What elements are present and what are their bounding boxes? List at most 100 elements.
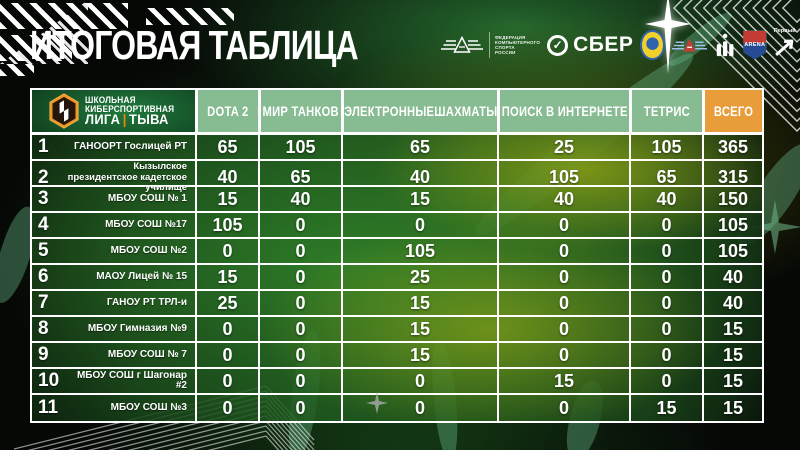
rank-number: 3: [38, 188, 49, 209]
rank-number: 1: [38, 136, 49, 157]
score-cell-tanks: 0: [258, 291, 341, 315]
school-cell: 2 Кызылское президентское кадетское учил…: [32, 161, 195, 195]
score-cell-search: 25: [497, 135, 629, 159]
score-cell-chess: 0: [341, 213, 497, 237]
score-cell-chess: 15: [341, 317, 497, 341]
score-cell-dota2: 0: [195, 239, 258, 263]
score-cell-search: 0: [497, 265, 629, 289]
table-header: ШКОЛЬНАЯ КИБЕРСПОРТИВНАЯ ЛИГА | ТЫВА DOT…: [32, 90, 762, 135]
school-name: ГАНОУ РТ ТРЛ-и: [106, 296, 187, 308]
score-cell-tetris: 65: [629, 161, 702, 195]
score-cell-search: 0: [497, 291, 629, 315]
league-line1: ШКОЛЬНАЯ: [84, 94, 136, 105]
sber-label: СБЕР: [573, 33, 634, 56]
league-hex-badge-icon: [48, 93, 79, 129]
total-cell: 40: [702, 291, 762, 315]
score-cell-tanks: 0: [258, 213, 341, 237]
total-cell: 150: [702, 187, 762, 211]
sparkle-star-icon: [748, 200, 800, 254]
check-circle-icon: ✓: [547, 34, 569, 56]
score-cell-tanks: 0: [258, 317, 341, 341]
score-cell-search: 15: [497, 369, 629, 393]
total-cell: 15: [702, 343, 762, 367]
pervyi-label: Первый: [773, 27, 796, 34]
table-row: 5 МБОУ СОШ №2 0 0 105 0 0 105: [32, 239, 762, 265]
score-cell-tanks: 0: [258, 395, 341, 421]
round-shield-icon: [640, 30, 665, 60]
partner-logos: ФЕДЕРАЦИЯ КОМПЬЮТЕРНОГО СПОРТА РОССИИ ✓ …: [440, 24, 798, 66]
score-cell-tanks: 65: [258, 161, 341, 195]
columns-building-icon: [716, 33, 734, 56]
total-cell: 315: [702, 161, 762, 195]
school-cell: 11 МБОУ СОШ №3: [32, 395, 195, 421]
pervyi-logo: Первый ↗: [771, 27, 798, 62]
score-cell-chess: 15: [341, 187, 497, 211]
score-cell-chess: 40: [341, 161, 497, 195]
fcs-label: ФЕДЕРАЦИЯ КОМПЬЮТЕРНОГО СПОРТА РОССИИ: [495, 34, 541, 56]
rank-number: 10: [38, 370, 60, 391]
score-cell-tanks: 105: [258, 135, 341, 159]
school-cell: 3 МБОУ СОШ № 1: [32, 187, 195, 211]
league-name: ШКОЛЬНАЯ КИБЕРСПОРТИВНАЯ ЛИГА | ТЫВА: [84, 94, 174, 127]
score-cell-tanks: 40: [258, 187, 341, 211]
score-cell-search: 0: [497, 239, 629, 263]
diagonal-stripes-ornament: [146, 8, 234, 25]
league-line3: ЛИГА | ТЫВА: [84, 110, 169, 127]
table-row: 1 ГАНООРТ Гослицей РТ 65 105 65 25 105 3…: [32, 135, 762, 161]
score-cell-chess: 65: [341, 135, 497, 159]
column-header-search: ПОИСК В ИНТЕРНЕТЕ: [497, 90, 629, 132]
score-cell-search: 0: [497, 343, 629, 367]
score-cell-tanks: 0: [258, 369, 341, 393]
sparkle-star-icon: [645, 0, 691, 74]
rank-number: 8: [38, 318, 49, 339]
fcs-russia-logo: ФЕДЕРАЦИЯ КОМПЬЮТЕРНОГО СПОРТА РОССИИ: [440, 32, 540, 58]
school-cell: 9 МБОУ СОШ № 7: [32, 343, 195, 367]
total-cell: 15: [702, 369, 762, 393]
school-name: МБОУ СОШ г Шагонар #2: [76, 369, 187, 391]
total-cell: 15: [702, 395, 762, 421]
score-cell-dota2: 0: [195, 369, 258, 393]
school-cell: 10 МБОУ СОШ г Шагонар #2: [32, 369, 195, 393]
school-name: МБОУ Гимназия №9: [87, 322, 187, 334]
column-header-total: ВСЕГО: [702, 90, 762, 132]
total-cell: 15: [702, 317, 762, 341]
score-cell-dota2: 105: [195, 213, 258, 237]
score-cell-chess: 0: [341, 369, 497, 393]
rank-number: 7: [38, 292, 49, 313]
score-cell-tetris: 0: [629, 317, 702, 341]
score-cell-tetris: 0: [629, 291, 702, 315]
page-title: ИТОГОВАЯ ТАБЛИЦА: [30, 22, 359, 68]
league-header-cell: ШКОЛЬНАЯ КИБЕРСПОРТИВНАЯ ЛИГА | ТЫВА: [32, 90, 195, 132]
school-name: Кызылское президентское кадетское училищ…: [67, 161, 187, 193]
rank-number: 5: [38, 240, 49, 261]
league-line2: КИБЕРСПОРТИВНАЯ: [84, 104, 174, 115]
school-name: МБОУ СОШ №2: [110, 244, 187, 256]
school-name: МБОУ СОШ №3: [110, 401, 187, 413]
score-cell-tanks: 0: [258, 239, 341, 263]
results-table: ШКОЛЬНАЯ КИБЕРСПОРТИВНАЯ ЛИГА | ТЫВА DOT…: [30, 88, 764, 423]
score-cell-dota2: 40: [195, 161, 258, 195]
divider: [489, 32, 490, 58]
column-header-dota2: DOTA 2: [195, 90, 258, 132]
school-cell: 7 ГАНОУ РТ ТРЛ-и: [32, 291, 195, 315]
rank-number: 6: [38, 266, 49, 287]
column-header-chess: ЭЛЕКТРОННЫЕШАХМАТЫ: [341, 90, 497, 132]
table-body: 1 ГАНООРТ Гослицей РТ 65 105 65 25 105 3…: [32, 135, 762, 421]
score-cell-search: 0: [497, 317, 629, 341]
score-cell-dota2: 0: [195, 395, 258, 421]
score-cell-search: 40: [497, 187, 629, 211]
score-cell-dota2: 65: [195, 135, 258, 159]
score-cell-tetris: 40: [629, 187, 702, 211]
column-header-tanks: МИР ТАНКОВ: [258, 90, 341, 132]
score-cell-search: 0: [497, 395, 629, 421]
score-cell-dota2: 15: [195, 187, 258, 211]
table-row: 2 Кызылское президентское кадетское учил…: [32, 161, 762, 195]
score-cell-tetris: 0: [629, 213, 702, 237]
score-cell-dota2: 0: [195, 317, 258, 341]
table-row: 9 МБОУ СОШ № 7 0 0 15 0 0 15: [32, 343, 762, 369]
score-cell-dota2: 0: [195, 343, 258, 367]
score-cell-tetris: 0: [629, 343, 702, 367]
winged-a-icon: [441, 35, 483, 53]
score-cell-chess: 105: [341, 239, 497, 263]
school-cell: 8 МБОУ Гимназия №9: [32, 317, 195, 341]
